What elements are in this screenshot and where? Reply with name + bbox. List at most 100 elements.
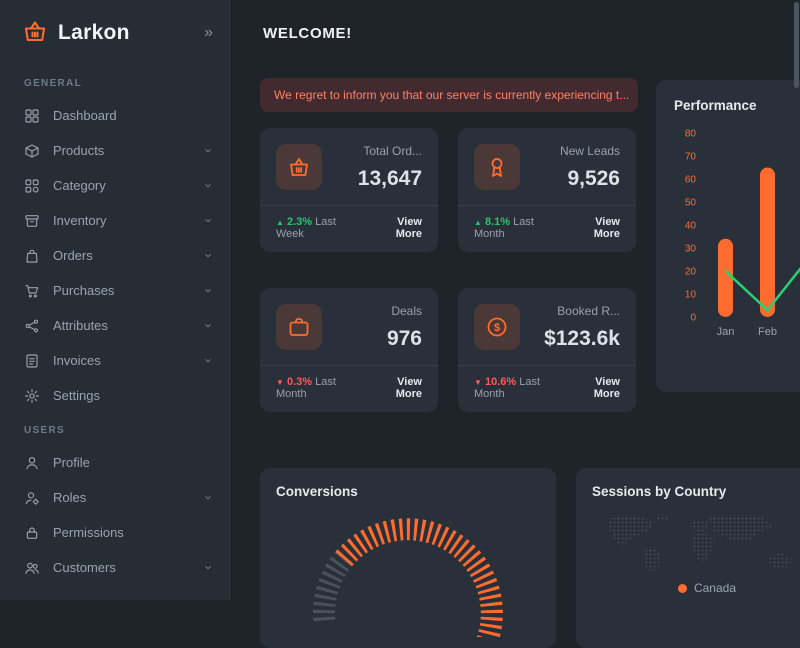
briefcase-icon: [276, 304, 322, 350]
chevron-down-icon: ›: [201, 183, 216, 187]
sidebar: Larkon » GENERAL Dashboard Products › Ca…: [0, 0, 230, 600]
sidebar-item-label: Attributes: [53, 318, 108, 333]
sidebar-item-orders[interactable]: Orders ›: [0, 238, 229, 273]
dollar-icon: $: [474, 304, 520, 350]
chevron-down-icon: ›: [201, 323, 216, 327]
map-legend: Canada: [592, 581, 800, 595]
sidebar-item-label: Profile: [53, 455, 90, 470]
document-icon: [24, 353, 40, 369]
view-more-link[interactable]: View More: [371, 216, 422, 240]
trend-down-icon: ▼: [474, 378, 482, 387]
view-more-link[interactable]: View More: [372, 376, 422, 400]
stat-value: 13,647: [358, 165, 422, 192]
share-nodes-icon: [24, 318, 40, 334]
app-name: Larkon: [58, 21, 130, 45]
stat-trend: ▲ 8.1% Last Month: [474, 216, 560, 240]
bag-icon: [24, 248, 40, 264]
svg-text:50: 50: [685, 198, 697, 209]
sidebar-item-label: Purchases: [53, 283, 114, 298]
sidebar-item-inventory[interactable]: Inventory ›: [0, 203, 229, 238]
sidebar-item-customers[interactable]: Customers ›: [0, 550, 229, 585]
performance-card: Performance 01020304050607080JanFebMar: [656, 80, 800, 392]
trend-down-icon: ▼: [276, 378, 284, 387]
chevron-down-icon: ›: [201, 253, 216, 257]
sidebar-item-category[interactable]: Category ›: [0, 168, 229, 203]
user-icon: [24, 455, 40, 471]
chevron-down-icon: ›: [201, 495, 216, 499]
world-map: [597, 513, 800, 575]
legend-dot-icon: [678, 584, 687, 593]
stat-trend: ▼ 10.6% Last Month: [474, 376, 562, 400]
stat-label: Deals: [391, 304, 422, 318]
stat-card-deals: Deals 976 ▼ 0.3% Last Month View More: [260, 288, 438, 412]
sidebar-item-label: Customers: [53, 560, 116, 575]
svg-text:10: 10: [685, 290, 697, 301]
sidebar-item-roles[interactable]: Roles ›: [0, 480, 229, 515]
stat-card-total-orders: Total Ord... 13,647 ▲ 2.3% Last Week Vie…: [260, 128, 438, 252]
conversions-card: Conversions: [260, 468, 556, 648]
conversions-gauge-chart: [276, 507, 540, 637]
gear-icon: [24, 388, 40, 404]
sidebar-item-profile[interactable]: Profile: [0, 445, 229, 480]
performance-chart: 01020304050607080JanFebMar: [674, 119, 800, 347]
svg-text:20: 20: [685, 267, 697, 278]
sidebar-item-settings[interactable]: Settings: [0, 378, 229, 413]
sidebar-item-label: Dashboard: [53, 108, 117, 123]
sessions-by-country-card: Sessions by Country Canada: [576, 468, 800, 648]
view-more-link[interactable]: View More: [570, 216, 620, 240]
server-alert-banner: We regret to inform you that our server …: [260, 78, 638, 112]
conversions-title: Conversions: [276, 484, 540, 499]
sidebar-item-label: Settings: [53, 388, 100, 403]
svg-text:60: 60: [685, 175, 697, 186]
svg-text:Jan: Jan: [717, 326, 735, 338]
dashboard-icon: [24, 108, 40, 124]
stat-value: $123.6k: [544, 325, 620, 352]
stat-trend: ▲ 2.3% Last Week: [276, 216, 361, 240]
stat-label: New Leads: [560, 144, 620, 158]
sidebar-item-label: Category: [53, 178, 106, 193]
chevron-down-icon: ›: [201, 218, 216, 222]
app-logo[interactable]: Larkon »: [0, 0, 229, 66]
section-label-users: USERS: [0, 413, 229, 445]
sidebar-item-label: Invoices: [53, 353, 101, 368]
chevron-down-icon: ›: [201, 288, 216, 292]
svg-text:80: 80: [685, 129, 697, 140]
section-label-general: GENERAL: [0, 66, 229, 98]
stat-value: 9,526: [567, 165, 620, 192]
svg-text:70: 70: [685, 152, 697, 163]
stat-trend: ▼ 0.3% Last Month: [276, 376, 362, 400]
sidebar-item-label: Roles: [53, 490, 86, 505]
scrollbar-thumb[interactable]: [794, 2, 799, 88]
svg-text:40: 40: [685, 221, 697, 232]
sidebar-item-purchases[interactable]: Purchases ›: [0, 273, 229, 308]
basket-logo-icon: [22, 18, 48, 49]
users-icon: [24, 560, 40, 576]
sidebar-item-invoices[interactable]: Invoices ›: [0, 343, 229, 378]
stat-label: Total Ord...: [363, 144, 422, 158]
user-gear-icon: [24, 490, 40, 506]
performance-title: Performance: [674, 98, 800, 113]
sidebar-item-label: Products: [53, 143, 104, 158]
legend-label: Canada: [694, 581, 736, 595]
stat-label: Booked R...: [557, 304, 620, 318]
sidebar-item-permissions[interactable]: Permissions: [0, 515, 229, 550]
sidebar-item-attributes[interactable]: Attributes ›: [0, 308, 229, 343]
svg-text:Feb: Feb: [758, 326, 777, 338]
sidebar-collapse-icon[interactable]: »: [204, 24, 213, 42]
stat-card-booked-revenue: $ Booked R... $123.6k ▼ 10.6% Last Month…: [458, 288, 636, 412]
svg-text:0: 0: [690, 313, 696, 324]
view-more-link[interactable]: View More: [572, 376, 620, 400]
sidebar-item-products[interactable]: Products ›: [0, 133, 229, 168]
page-title: WELCOME!: [263, 25, 352, 42]
svg-text:$: $: [494, 322, 500, 334]
category-icon: [24, 178, 40, 194]
cart-icon: [24, 283, 40, 299]
chevron-down-icon: ›: [201, 565, 216, 569]
award-icon: [474, 144, 520, 190]
basket-icon: [276, 144, 322, 190]
svg-text:30: 30: [685, 244, 697, 255]
chevron-down-icon: ›: [201, 148, 216, 152]
sidebar-item-label: Inventory: [53, 213, 106, 228]
chevron-down-icon: ›: [201, 358, 216, 362]
sidebar-item-dashboard[interactable]: Dashboard: [0, 98, 229, 133]
